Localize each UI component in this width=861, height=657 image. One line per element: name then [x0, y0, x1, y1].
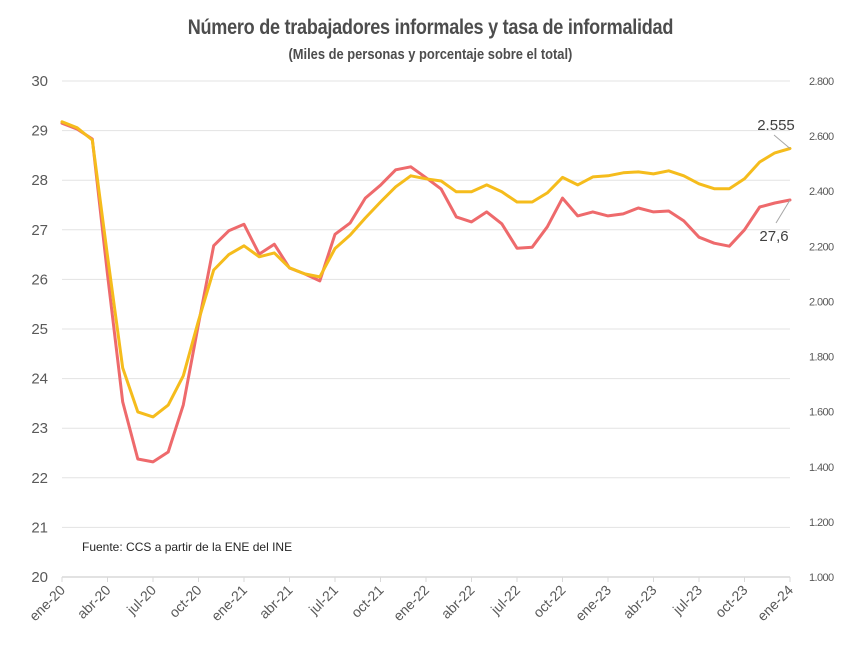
series-lines	[60, 120, 792, 464]
x-tick-label: ene-23	[572, 582, 614, 624]
left-tick-label: 21	[31, 519, 48, 536]
x-tick-label: oct-23	[712, 582, 751, 621]
gridlines	[62, 80, 790, 578]
x-tick-label: ene-24	[754, 582, 796, 624]
annotation-rate-value: 27,6	[759, 228, 788, 245]
right-tick-label: 1.200	[809, 517, 834, 529]
left-tick-label: 28	[31, 172, 48, 189]
x-tick-label: oct-20	[166, 582, 205, 621]
right-tick-label: 1.800	[809, 352, 834, 364]
left-tick-label: 27	[31, 222, 48, 239]
left-tick-label: 29	[31, 123, 48, 140]
right-tick-label: 2.400	[809, 186, 834, 198]
annotation-leader-rate	[775, 199, 791, 224]
x-tick-label: ene-20	[26, 582, 68, 624]
right-tick-label: 1.000	[809, 572, 834, 584]
left-tick-label: 20	[31, 569, 48, 586]
x-tick-label: jul-22	[487, 582, 523, 618]
annotation-workers-value: 2.555	[757, 117, 795, 134]
left-tick-label: 26	[31, 271, 48, 288]
x-tick-label: abr-21	[256, 582, 296, 622]
x-tick-label: abr-22	[438, 582, 478, 622]
x-tick-label: oct-22	[530, 582, 569, 621]
informal-workers-line	[60, 120, 792, 419]
right-tick-label: 2.200	[809, 241, 834, 253]
left-tick-label: 22	[31, 470, 48, 487]
x-tick-label: ene-21	[208, 582, 250, 624]
annotation-leader-workers	[773, 134, 791, 149]
left-axis-ticks: 20 21 22 23 24 25 26 27 28 29 30	[31, 73, 48, 586]
right-tick-label: 1.600	[809, 407, 834, 419]
right-tick-label: 2.800	[809, 76, 834, 88]
x-axis: ene-20 abr-20 jul-20 oct-20 ene-21 abr-21 jul-…	[26, 577, 796, 624]
x-tick-label: jul-20	[123, 582, 159, 618]
x-tick-label: oct-21	[348, 582, 387, 621]
left-tick-label: 30	[31, 73, 48, 90]
end-annotations: 2.555 27,6	[757, 117, 795, 245]
left-tick-label: 25	[31, 321, 48, 338]
x-tick-label: jul-21	[305, 582, 341, 618]
chart-subtitle: (Miles de personas y porcentaje sobre el…	[288, 46, 573, 63]
x-tick-label: abr-23	[620, 582, 660, 622]
chart-title: Número de trabajadores informales y tasa…	[187, 16, 674, 39]
source-note: Fuente: CCS a partir de la ENE del INE	[82, 540, 292, 554]
right-tick-label: 2.600	[809, 131, 834, 143]
x-tick-label: jul-23	[669, 582, 705, 618]
left-tick-label: 23	[31, 420, 48, 437]
right-tick-label: 1.400	[809, 462, 834, 474]
right-axis-ticks: 1.000 1.200 1.400 1.600 1.800 2.000 2.200 2.400…	[809, 76, 835, 584]
left-tick-label: 24	[31, 371, 48, 388]
x-tick-label: ene-22	[390, 582, 432, 624]
right-tick-label: 2.000	[809, 296, 834, 308]
x-tick-label: abr-20	[74, 582, 114, 622]
